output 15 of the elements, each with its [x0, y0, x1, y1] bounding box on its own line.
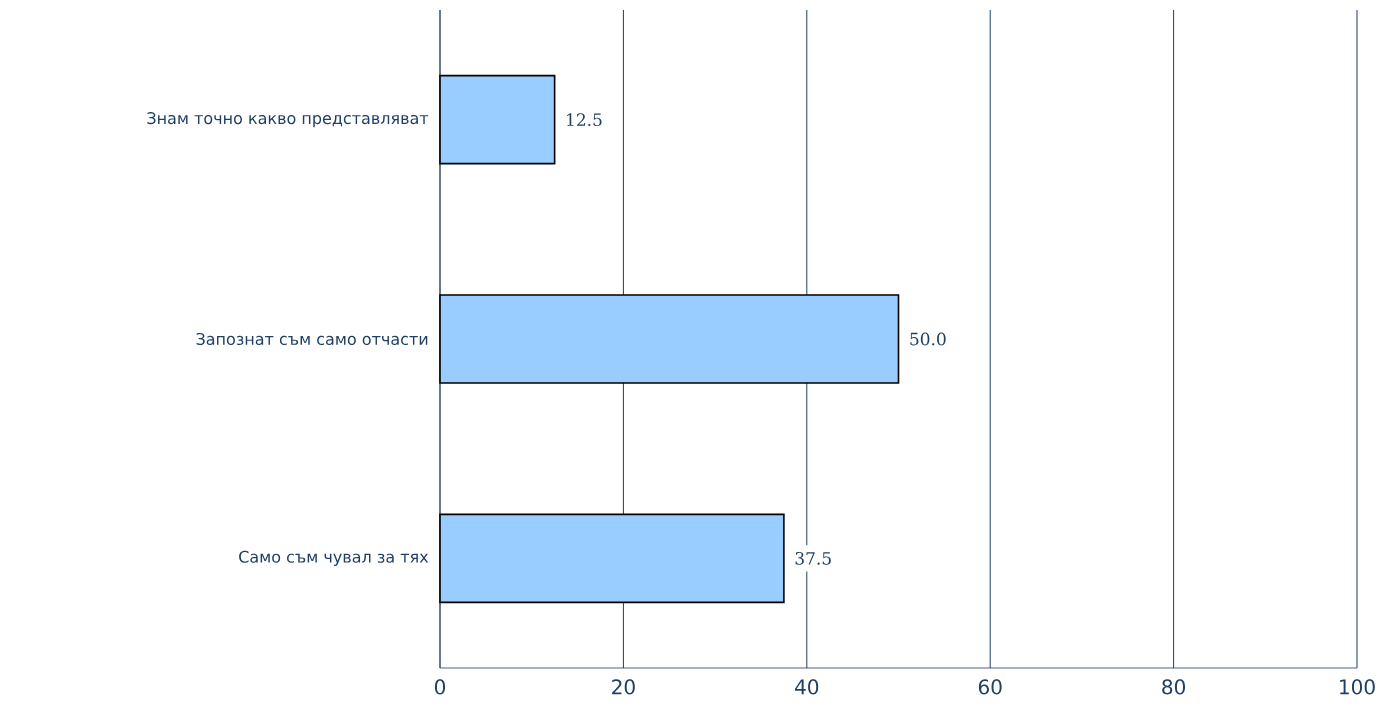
x-tick-label: 20	[612, 679, 635, 695]
bar	[439, 294, 900, 384]
data-label: 37.5	[795, 551, 831, 565]
bar	[439, 74, 556, 165]
x-tick-label: 60	[978, 679, 1002, 695]
y-tick-label: Само съм чувал за тях	[239, 550, 429, 566]
data-label: 50.0	[910, 332, 946, 346]
x-tick-label: 0	[434, 679, 446, 695]
bar	[439, 513, 785, 604]
x-tick-label: 40	[795, 679, 819, 695]
y-tick-label: Запознат съм само отчасти	[196, 332, 428, 346]
x-tick-label: 80	[1162, 679, 1186, 695]
x-tick-label: 100	[1340, 679, 1375, 695]
data-label: 12.5	[567, 113, 602, 127]
y-tick-label: Знам точно какво представляват	[147, 112, 429, 128]
